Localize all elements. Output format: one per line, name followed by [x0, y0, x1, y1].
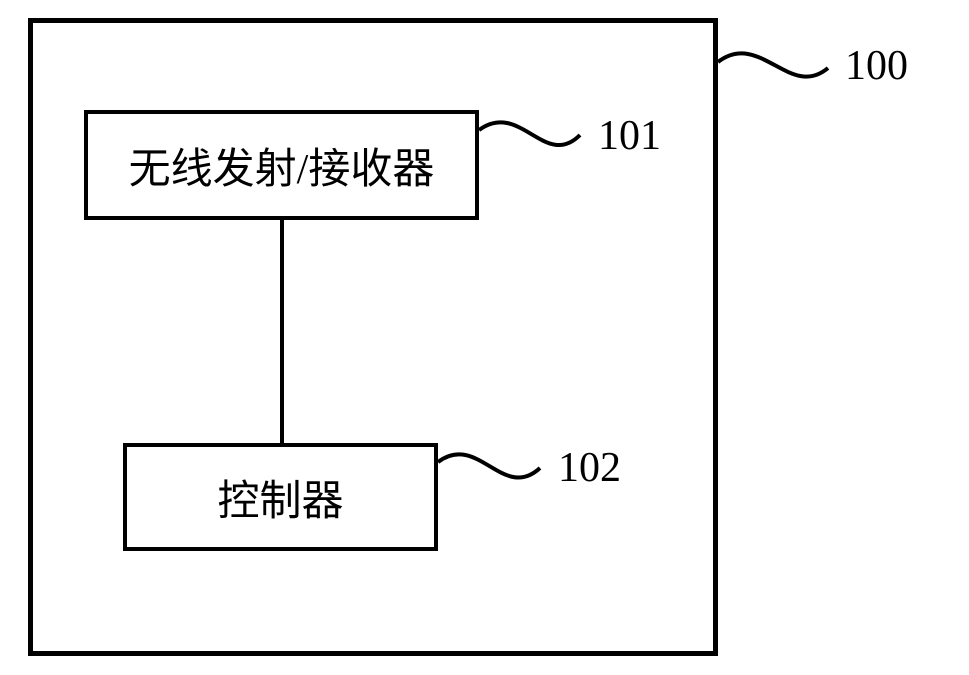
ref-label-102: 102 [558, 444, 621, 492]
ref-label-101: 101 [598, 112, 661, 160]
wireless-transceiver-box: 无线发射/接收器 [84, 110, 479, 220]
controller-text: 控制器 [217, 467, 343, 528]
ref-label-100: 100 [845, 42, 908, 90]
diagram-canvas: 100 无线发射/接收器 101 控制器 102 [0, 0, 969, 675]
wireless-transceiver-text: 无线发射/接收器 [129, 135, 435, 196]
controller-box: 控制器 [123, 443, 438, 551]
